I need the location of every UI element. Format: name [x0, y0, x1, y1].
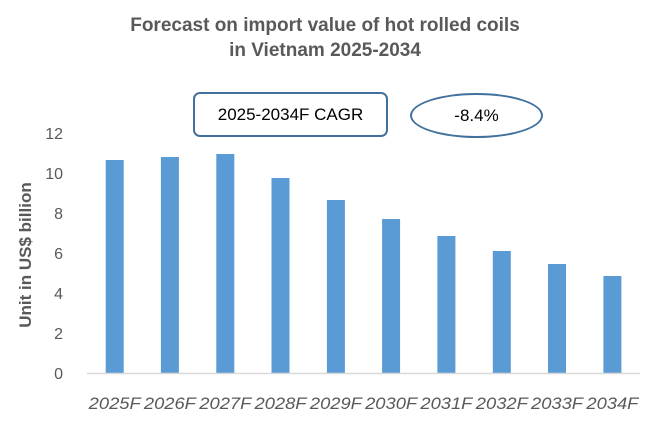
x-tick-label: 2031F — [419, 394, 474, 413]
x-tick-label: 2027F — [198, 394, 253, 413]
y-axis-ticks: 0 2 4 6 8 10 12 — [45, 126, 63, 383]
chart-title-line-2: in Vietnam 2025-2034 — [229, 40, 421, 61]
x-tick-label: 2033F — [530, 394, 585, 413]
x-tick-label: 2030F — [364, 394, 419, 413]
x-tick-label: 2032F — [475, 394, 530, 413]
cagr-value-ellipse: -8.4% — [410, 93, 543, 138]
chart-title-line-1: Forecast on import value of hot rolled c… — [130, 15, 520, 36]
x-tick-label: 2026F — [143, 394, 198, 413]
bar-2025F — [105, 160, 124, 373]
bar-2028F — [271, 178, 290, 373]
bar-2034F — [603, 276, 622, 373]
bar-2029F — [326, 200, 345, 373]
bar-2030F — [382, 219, 401, 373]
x-tick-label: 2025F — [88, 394, 143, 413]
y-tick-label: 2 — [54, 326, 63, 343]
bar-2032F — [492, 251, 511, 373]
y-tick-label: 10 — [45, 166, 63, 183]
x-axis-ticks: 2025F 2026F 2027F 2028F 2029F 2030F 2031F 2032F… — [88, 394, 641, 413]
y-tick-label: 4 — [54, 286, 63, 303]
x-tick-label: 2028F — [253, 394, 308, 413]
bar-2027F — [216, 154, 235, 373]
bar-2026F — [160, 157, 179, 373]
x-tick-label: 2029F — [309, 394, 364, 413]
y-tick-label: 0 — [54, 366, 63, 383]
y-tick-label: 8 — [54, 206, 63, 223]
chart-title: Forecast on import value of hot rolled c… — [0, 13, 650, 63]
bar-2033F — [548, 264, 566, 373]
x-tick-label: 2034F — [585, 394, 640, 413]
bar-2031F — [437, 236, 456, 373]
y-tick-label: 12 — [45, 126, 63, 143]
cagr-label: 2025-2034F CAGR — [217, 104, 364, 124]
bars — [105, 154, 622, 373]
cagr-value: -8.4% — [454, 105, 499, 125]
y-tick-label: 6 — [54, 246, 63, 263]
cagr-label-box: 2025-2034F CAGR — [193, 92, 388, 137]
